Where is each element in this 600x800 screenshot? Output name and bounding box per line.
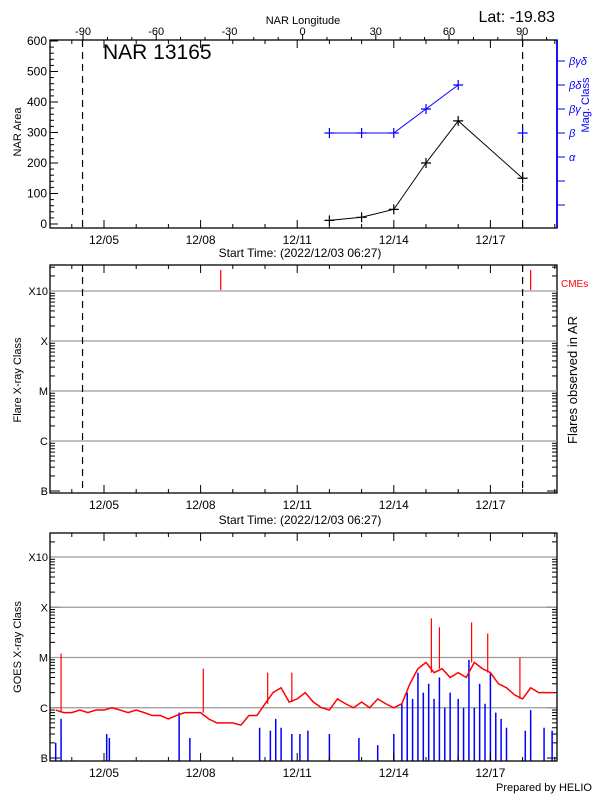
goes-long-channel-line — [55, 661, 555, 727]
y-tick-label: 300 — [27, 126, 47, 140]
mag-class-label: β — [568, 128, 576, 140]
mag-class-label: βγ — [568, 104, 582, 116]
x-tick-label: 12/05 — [89, 233, 119, 247]
y-tick-label: B — [41, 753, 48, 765]
data-point — [421, 158, 431, 168]
longitude-tick-label: 30 — [370, 26, 382, 38]
longitude-tick-label: -90 — [75, 26, 91, 38]
x-tick-label: 12/05 — [89, 498, 119, 512]
data-point — [324, 128, 335, 138]
y-tick-label: X10 — [28, 552, 48, 564]
longitude-tick-label: 90 — [516, 26, 528, 38]
data-point — [356, 212, 367, 223]
cme-label: CMEs — [561, 279, 588, 290]
data-point — [517, 128, 528, 138]
longitude-tick-label: -30 — [221, 26, 237, 38]
y-tick-label: 0 — [40, 217, 47, 231]
credit-label: Prepared by HELIO — [496, 782, 592, 794]
plot-frame — [49, 264, 558, 494]
flares-observed-label: Flares observed in AR — [565, 316, 580, 444]
y-tick-label: X — [41, 336, 49, 348]
y-tick-label: 500 — [27, 65, 47, 79]
x-tick-label: 12/14 — [379, 766, 409, 780]
data-point — [324, 215, 335, 226]
latitude-label: Lat: -19.83 — [479, 9, 556, 26]
flare-class-ylabel: Flare X-ray Class — [12, 337, 24, 422]
data-point — [517, 173, 528, 184]
x-tick-label: 12/11 — [283, 766, 312, 780]
x-tick-label: 12/17 — [475, 233, 505, 247]
y-tick-label: 200 — [27, 156, 47, 170]
longitude-tick-label: 60 — [443, 26, 455, 38]
top-axis-title: NAR Longitude — [266, 15, 341, 27]
x-tick-label: 12/08 — [186, 233, 216, 247]
data-point — [453, 80, 464, 90]
y-tick-label: B — [41, 486, 48, 498]
x-tick-label: 12/11 — [283, 233, 312, 247]
flare-class-panel: 12/05 12/08 12/11 12/14 12/17 B C M X X10 — [28, 264, 558, 512]
goes-xray-panel: B C M X X10 12/05 12/08 12/11 12/14 12/17 — [28, 532, 558, 780]
start-time-label-1: Start Time: (2022/12/03 06:27) — [219, 246, 382, 260]
mag-class-label: βγδ — [568, 56, 588, 68]
y-tick-label: M — [39, 386, 48, 398]
y-tick-label: M — [39, 653, 48, 665]
start-time-label-2: Start Time: (2022/12/03 06:27) — [219, 513, 382, 527]
mag-class-label: βδ — [568, 80, 582, 92]
longitude-tick-label: 0 — [300, 26, 306, 38]
y-tick-label: 100 — [27, 187, 47, 201]
x-tick-label: 12/11 — [283, 498, 312, 512]
y-tick-label: 600 — [27, 34, 47, 48]
y-tick-label: 400 — [27, 95, 47, 109]
mag-class-label: α — [569, 152, 576, 164]
nar-area-line — [329, 120, 523, 221]
nar-area-ylabel: NAR Area — [12, 107, 24, 157]
data-point — [356, 128, 367, 138]
plot-frame — [49, 532, 558, 762]
x-tick-label: 12/14 — [379, 233, 409, 247]
mag-class-ylabel: Mag. Class — [580, 77, 592, 133]
y-tick-label: C — [40, 703, 48, 715]
x-tick-label: 12/08 — [186, 766, 216, 780]
x-tick-label: 12/17 — [475, 498, 505, 512]
goes-class-ylabel: GOES X-ray Class — [12, 601, 24, 693]
data-point — [453, 115, 464, 126]
data-point — [421, 104, 431, 114]
x-tick-label: 12/08 — [186, 498, 216, 512]
nar-area-panel: 12/05 12/08 12/11 12/14 12/17010020030040050… — [27, 26, 588, 247]
region-title: NAR 13165 — [103, 41, 212, 64]
y-tick-label: X10 — [28, 286, 48, 298]
x-tick-label: 12/14 — [379, 498, 409, 512]
y-tick-label: C — [40, 436, 48, 448]
data-point — [388, 128, 399, 138]
x-tick-label: 12/17 — [475, 766, 505, 780]
longitude-tick-label: -60 — [148, 26, 164, 38]
y-tick-label: X — [41, 602, 49, 614]
x-tick-label: 12/05 — [89, 766, 119, 780]
data-point — [388, 204, 399, 215]
